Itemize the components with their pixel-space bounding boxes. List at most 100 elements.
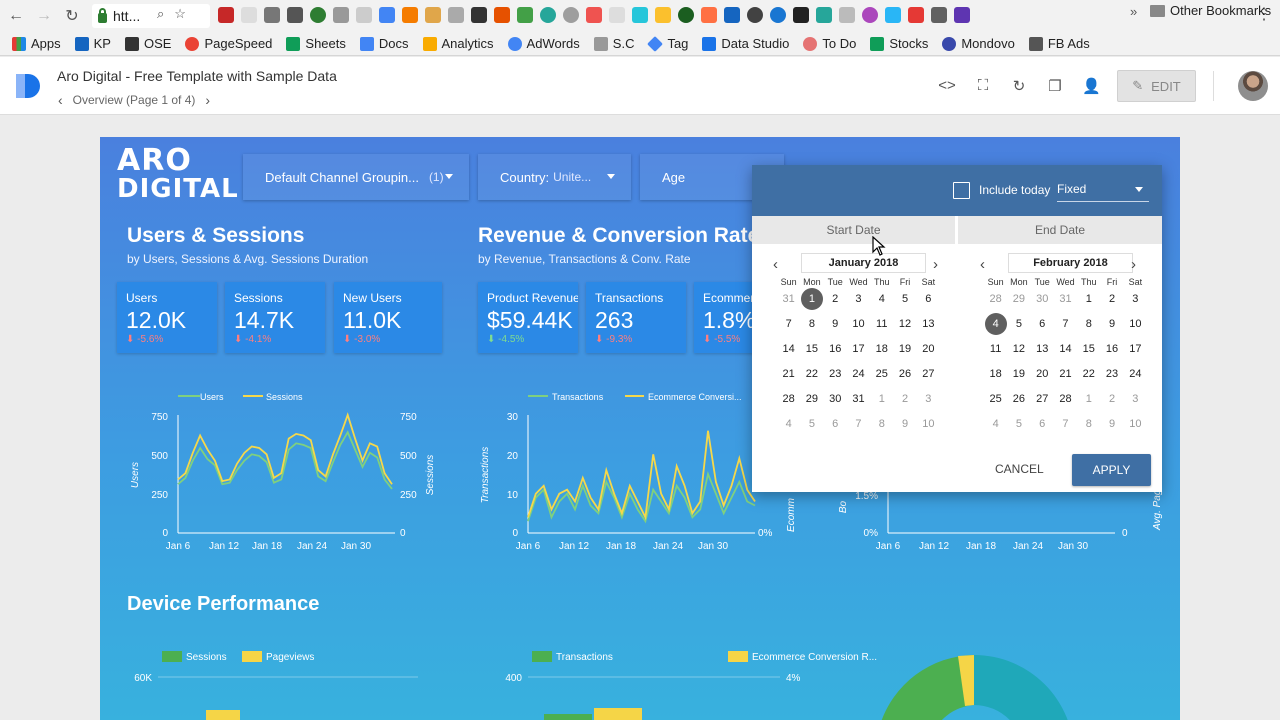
transactions-chart[interactable]: Transactions Ecommerce Conversi... 0 10 … — [470, 385, 810, 555]
extension-icon[interactable] — [885, 7, 901, 23]
calendar-day[interactable]: 8 — [878, 418, 885, 430]
bookmark-apps[interactable]: Apps — [12, 36, 61, 51]
bookmark-star-icon[interactable]: ☆ — [174, 6, 186, 21]
calendar-day[interactable]: 12 — [898, 318, 912, 330]
calendar-day[interactable]: 2 — [832, 293, 839, 305]
extension-icon[interactable] — [448, 7, 464, 23]
calendar-day[interactable]: 17 — [852, 343, 865, 355]
bookmark-docs[interactable]: Docs — [359, 36, 409, 51]
calendar-day[interactable]: 30 — [829, 393, 842, 405]
calendar-day[interactable]: 28 — [1059, 393, 1072, 405]
extension-icon[interactable] — [517, 7, 533, 23]
calendar-day[interactable]: 3 — [925, 393, 932, 405]
extension-icon[interactable] — [839, 7, 855, 23]
bookmark-kp[interactable]: KP — [74, 36, 111, 51]
pie-slice[interactable] — [958, 655, 974, 706]
cancel-button[interactable]: CANCEL — [995, 462, 1044, 476]
calendar-day[interactable]: 29 — [1012, 293, 1026, 305]
chevron-right-icon[interactable]: › — [933, 256, 938, 273]
other-bookmarks[interactable]: Other Bookmarks — [1150, 3, 1271, 18]
bookmark-stocks[interactable]: Stocks — [870, 36, 928, 51]
calendar-day[interactable]: 23 — [829, 368, 842, 380]
calendar-day[interactable]: 5 — [808, 418, 815, 430]
extension-icon[interactable] — [540, 7, 556, 23]
calendar-day[interactable]: 26 — [1012, 393, 1026, 405]
fullscreen-icon[interactable]: ⛶ — [977, 77, 989, 94]
calendar-day[interactable]: 25 — [875, 368, 888, 380]
device-transactions-chart[interactable]: Transactions Ecommerce Conversion R... 4… — [500, 647, 877, 720]
calendar-day[interactable]: 2 — [1108, 393, 1116, 405]
chevron-left-icon[interactable]: ‹ — [58, 92, 63, 108]
extension-icon[interactable] — [379, 7, 395, 23]
calendar-day[interactable]: 9 — [901, 418, 909, 430]
calendar-day[interactable]: 17 — [1129, 343, 1142, 355]
calendar-day[interactable]: 8 — [1085, 418, 1092, 430]
calendar-day[interactable]: 8 — [808, 318, 815, 330]
bookmark-mondovo[interactable]: Mondovo — [942, 36, 1015, 51]
calendar-day[interactable]: 11 — [989, 343, 1002, 355]
channel-filter[interactable]: Default Channel Groupin... (1) — [243, 154, 469, 200]
avatar[interactable] — [1238, 71, 1268, 101]
calendar-day[interactable]: 10 — [1129, 418, 1142, 430]
calendar-day[interactable]: 19 — [898, 343, 912, 355]
bookmark-adwords[interactable]: AdWords — [507, 36, 580, 51]
extension-icon[interactable] — [793, 7, 809, 23]
chevron-right-icon[interactable]: › — [1131, 256, 1136, 273]
extension-icon[interactable] — [471, 7, 487, 23]
chevron-right-icon[interactable]: › — [205, 92, 211, 108]
back-icon[interactable]: ← — [8, 7, 24, 24]
extension-icon[interactable] — [425, 7, 441, 23]
calendar-day[interactable]: 7 — [855, 418, 862, 430]
calendar-day[interactable]: 27 — [922, 368, 935, 380]
chevron-left-icon[interactable]: ‹ — [773, 256, 778, 273]
calendar-day[interactable]: 29 — [805, 393, 819, 405]
calendar-day[interactable]: 24 — [852, 368, 865, 380]
calendar-day[interactable]: 23 — [1105, 368, 1119, 380]
pie-slice[interactable] — [880, 655, 974, 720]
report-title[interactable]: Aro Digital - Free Template with Sample … — [57, 68, 337, 84]
page-label[interactable]: Overview (Page 1 of 4) — [72, 93, 196, 107]
calendar-day[interactable]: 8 — [1085, 318, 1092, 330]
calendar-day[interactable]: 28 — [989, 293, 1002, 305]
pie-slice[interactable] — [974, 655, 1074, 720]
calendar-day[interactable]: 9 — [1108, 418, 1116, 430]
calendar-day[interactable]: 14 — [1059, 343, 1072, 355]
kpi-card-new-users[interactable]: New Users 11.0K ⬇ -3.0% — [334, 282, 442, 353]
calendar-day[interactable]: 14 — [782, 343, 795, 355]
kpi-card-users[interactable]: Users 12.0K ⬇ -5.6% — [117, 282, 217, 353]
calendar-day[interactable]: 5 — [1015, 318, 1022, 330]
calendar-day[interactable]: 4 — [992, 418, 999, 430]
calendar-day[interactable]: 15 — [805, 343, 819, 355]
calendar-day[interactable]: 31 — [782, 293, 795, 305]
calendar-day[interactable]: 22 — [805, 368, 819, 380]
calendar-day[interactable]: 1 — [878, 393, 885, 405]
calendar-day[interactable]: 9 — [1108, 318, 1116, 330]
apply-button[interactable]: APPLY — [1072, 454, 1151, 486]
extension-icon[interactable] — [563, 7, 579, 23]
calendar-day[interactable]: 31 — [852, 393, 865, 405]
calendar-day[interactable]: 7 — [785, 318, 792, 330]
country-filter[interactable]: Country: Unite... — [478, 154, 631, 200]
calendar-day[interactable]: 10 — [922, 418, 935, 430]
calendar-day[interactable]: 12 — [1012, 343, 1026, 355]
extension-icon[interactable] — [494, 7, 510, 23]
copy-icon[interactable]: ❐ — [1048, 78, 1062, 95]
calendar-day[interactable]: 9 — [832, 318, 839, 330]
calendar-day[interactable]: 16 — [829, 343, 842, 355]
start-month-label[interactable]: January 2018 — [801, 253, 926, 273]
kpi-card-product-revenue[interactable]: Product Revenue $59.44K ⬇ -4.5% — [478, 282, 578, 353]
calendar-day[interactable]: 1 — [800, 287, 823, 312]
extension-icon[interactable] — [931, 7, 947, 23]
tab-start-date[interactable]: Start Date — [752, 216, 955, 244]
series-line-sessions[interactable] — [177, 412, 393, 485]
kpi-card-transactions[interactable]: Transactions 263 ⬇ -9.3% — [586, 282, 686, 353]
calendar-day[interactable]: 28 — [782, 393, 795, 405]
reload-icon[interactable]: ↻ — [65, 8, 79, 25]
calendar-day[interactable]: 27 — [1036, 393, 1049, 405]
calendar-day[interactable]: 22 — [1082, 368, 1095, 380]
kpi-card-sessions[interactable]: Sessions 14.7K ⬇ -4.1% — [225, 282, 325, 353]
bookmark-fb-ads[interactable]: FB Ads — [1028, 36, 1090, 51]
calendar-day[interactable]: 1 — [1085, 293, 1092, 305]
bookmark-todo[interactable]: To Do — [803, 36, 856, 51]
address-bar[interactable]: htt... — [92, 4, 210, 28]
